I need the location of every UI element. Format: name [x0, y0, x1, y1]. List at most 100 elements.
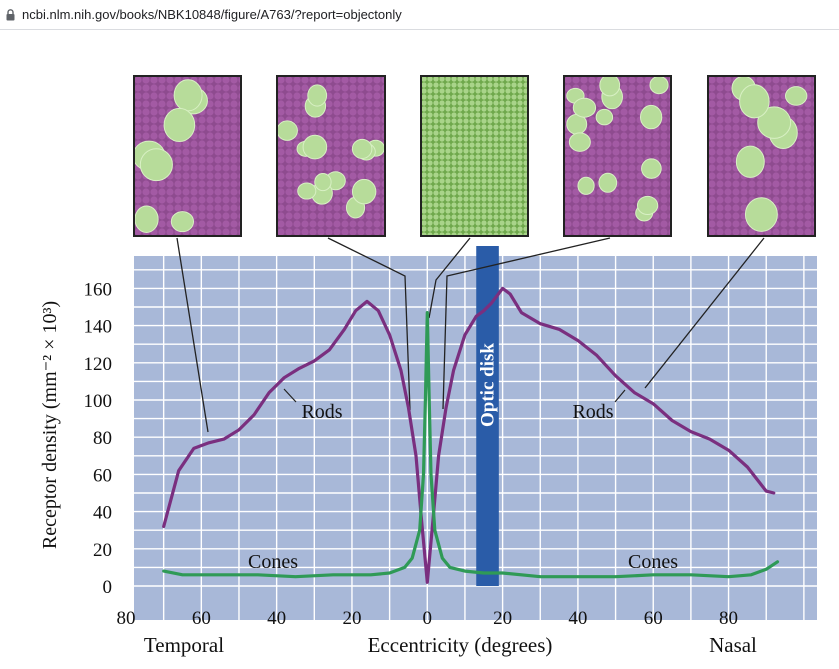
rod-cell — [373, 228, 381, 236]
rod-cell — [796, 212, 804, 220]
cone-cell — [505, 142, 511, 148]
rod-cell — [620, 180, 628, 188]
rod-cell — [660, 228, 668, 236]
rod-cell — [142, 196, 150, 204]
rod-cell — [732, 180, 740, 188]
rod-cell — [780, 148, 788, 156]
rod-cell — [788, 164, 796, 172]
rod-cell — [134, 188, 142, 196]
cone-cell — [487, 208, 493, 214]
mosaic-cells — [134, 76, 241, 236]
cone-cell — [421, 172, 427, 178]
rod-cell — [716, 228, 724, 236]
cone-cell — [451, 190, 457, 196]
rod-cell — [612, 204, 620, 212]
rod-cell — [756, 188, 764, 196]
cone-cell — [439, 106, 445, 112]
cone-cell — [475, 94, 481, 100]
cone-cell — [451, 82, 457, 88]
rod-cell — [732, 140, 740, 148]
rod-cell — [660, 108, 668, 116]
cone-cell — [493, 220, 499, 226]
rod-cell — [604, 204, 612, 212]
cone-cell — [463, 148, 469, 154]
rod-cell — [333, 124, 341, 132]
rod-cell — [620, 204, 628, 212]
cone-cell — [427, 130, 433, 136]
rod-cell — [604, 132, 612, 140]
rod-cell — [660, 212, 668, 220]
cone-cell — [433, 184, 439, 190]
rod-cell — [732, 196, 740, 204]
cone-cell — [445, 136, 451, 142]
cone-cell — [505, 76, 511, 82]
rod-cell — [285, 76, 293, 84]
rods-label-leader — [614, 389, 626, 403]
cone-cell — [493, 76, 499, 82]
rod-cell — [198, 196, 206, 204]
cone-cell — [523, 94, 528, 100]
rod-cell — [660, 132, 668, 140]
rod-cell — [309, 172, 317, 180]
cone-cell — [487, 94, 493, 100]
cone-cell — [523, 136, 528, 142]
rod-cell — [628, 132, 636, 140]
cone-cell — [517, 142, 523, 148]
cone-cell — [639, 104, 663, 130]
cone-cell — [523, 154, 528, 160]
rod-cell — [373, 172, 381, 180]
rod-cell — [277, 92, 285, 100]
rod-cell — [190, 180, 198, 188]
rod-cell — [660, 140, 668, 148]
rod-cell — [780, 164, 788, 172]
rod-cell — [564, 132, 572, 140]
cone-cell — [433, 76, 439, 82]
cone-cell — [439, 94, 445, 100]
cone-cell — [517, 178, 523, 184]
rod-cell — [708, 108, 716, 116]
rod-cell — [644, 92, 652, 100]
cone-cell — [457, 214, 463, 220]
cone-cell — [481, 160, 487, 166]
cone-cell — [475, 172, 481, 178]
cone-cell — [445, 220, 451, 226]
cones-label-left: Cones — [248, 551, 298, 573]
cone-cell — [457, 130, 463, 136]
rod-cell — [804, 84, 812, 92]
rod-cell — [772, 100, 780, 108]
rod-cell — [206, 92, 214, 100]
rod-cell — [365, 172, 373, 180]
cone-cell — [481, 208, 487, 214]
cone-cell — [421, 208, 427, 214]
rod-cell — [716, 108, 724, 116]
cone-cell — [481, 214, 487, 220]
rod-cell — [796, 132, 804, 140]
rod-cell — [732, 100, 740, 108]
cone-cell — [481, 154, 487, 160]
rod-cell — [796, 172, 804, 180]
rod-cell — [572, 188, 580, 196]
rod-cell — [198, 140, 206, 148]
rod-cell — [230, 108, 238, 116]
cone-cell — [493, 112, 499, 118]
y-axis-label: Receptor density (mm⁻² × 10³) — [39, 301, 61, 549]
rod-cell — [182, 164, 190, 172]
address-bar[interactable]: ncbi.nlm.nih.gov/books/NBK10848/figure/A… — [0, 0, 839, 30]
rod-cell — [716, 124, 724, 132]
rod-cell — [580, 84, 588, 92]
rod-cell — [620, 148, 628, 156]
cone-cell — [439, 130, 445, 136]
cone-cell — [475, 160, 481, 166]
cone-cell — [487, 190, 493, 196]
rod-cell — [293, 220, 301, 228]
cone-cell — [487, 112, 493, 118]
cone-cell — [451, 160, 457, 166]
cone-cell — [499, 118, 505, 124]
rod-cell — [748, 180, 756, 188]
rod-cell — [628, 148, 636, 156]
y-tick-label: 60 — [93, 465, 112, 486]
rod-cell — [222, 220, 230, 228]
rod-cell — [724, 108, 732, 116]
cone-cell — [481, 82, 487, 88]
rod-cell — [301, 212, 309, 220]
